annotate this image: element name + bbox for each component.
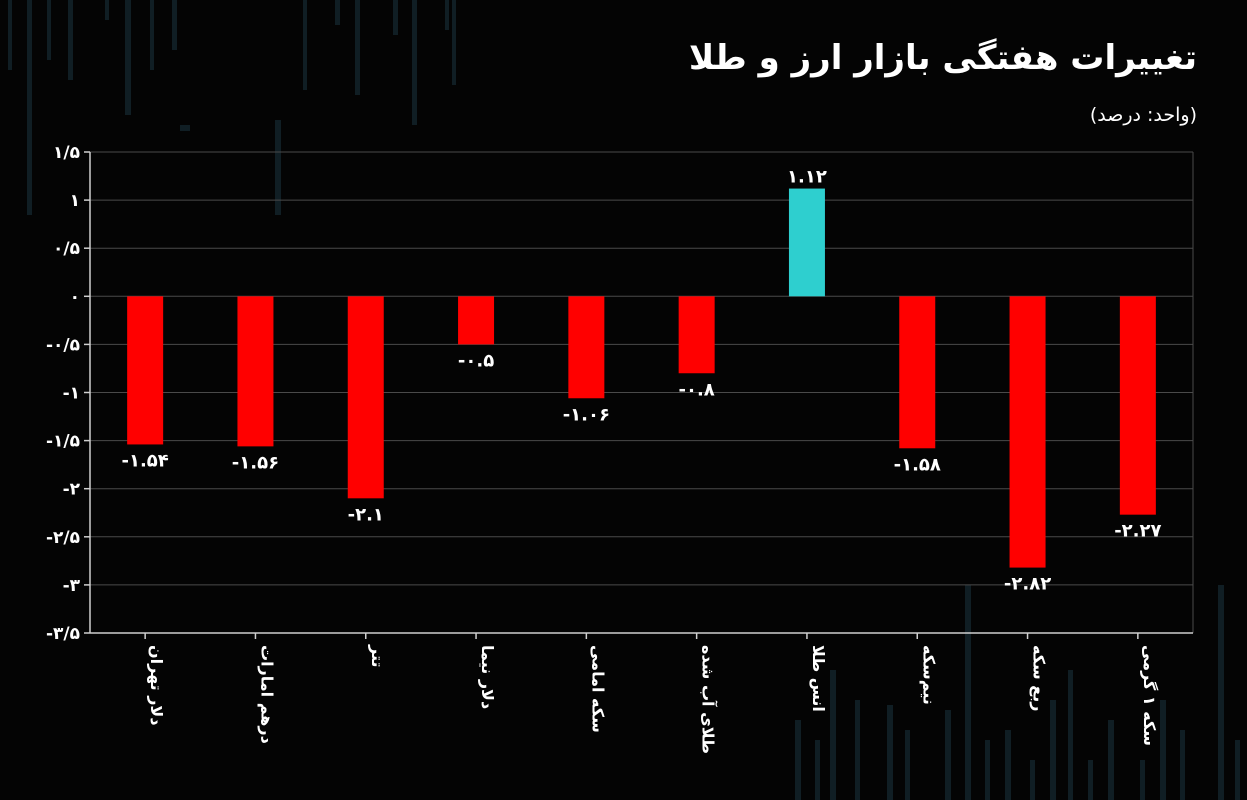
data-label: -۲.۸۲ [1004, 574, 1051, 595]
background-deco-bar [795, 720, 801, 800]
data-label: -۰.۵ [458, 350, 494, 371]
bar [347, 296, 384, 499]
background-deco-bar [815, 740, 820, 800]
y-tick-label: -۱ [63, 384, 80, 404]
bar [678, 296, 715, 374]
y-tick-label: ۰/۵ [53, 239, 80, 259]
data-label: -۱.۰۶ [563, 404, 610, 425]
category-label: تتر [368, 644, 387, 668]
background-deco-bar [303, 0, 307, 90]
background-deco-bar [905, 730, 910, 800]
data-label: -۲.۲۷ [1114, 521, 1161, 542]
background-deco-bar [125, 0, 131, 115]
background-deco-bar [1030, 760, 1035, 800]
background-deco-bar [985, 740, 990, 800]
y-tick-label: -۳/۵ [46, 624, 80, 644]
background-deco-bar [27, 0, 32, 215]
category-label: ربع سکه [1030, 645, 1049, 711]
background-deco-bar [1218, 585, 1224, 800]
bar [1009, 296, 1046, 568]
background-deco-bar [1108, 720, 1114, 800]
background-deco-bar [855, 700, 860, 800]
bar [788, 188, 825, 297]
bar [458, 296, 495, 345]
category-label: سکه ۱ گرمی [1140, 645, 1159, 746]
background-deco-bar [1068, 670, 1073, 800]
data-label: -۱.۵۴ [122, 450, 169, 471]
y-tick-label: -۲/۵ [46, 528, 80, 548]
y-tick-label: -۲ [63, 480, 81, 500]
bar [237, 296, 274, 447]
background-deco-bar [1235, 740, 1240, 800]
bar [127, 296, 164, 445]
y-tick-label: ۱/۵ [53, 143, 80, 163]
background-deco-bar [945, 710, 951, 800]
data-label: -۱.۵۶ [232, 452, 279, 473]
chart-title: تغییرات هفتگی بازار ارز و طلا [688, 38, 1197, 78]
background-deco-bar [1180, 730, 1185, 800]
background-deco-bar [452, 0, 456, 85]
category-label: دلار تهران [147, 645, 166, 726]
category-label: انس طلا [809, 645, 828, 712]
background-deco-bar [105, 0, 109, 20]
background-deco-bar [172, 0, 177, 50]
background-deco-bar [355, 0, 360, 95]
y-tick-label: ۰ [70, 287, 80, 307]
y-tick-label: -۱/۵ [46, 432, 80, 452]
background-deco-bar [275, 120, 281, 215]
background-deco-bar [47, 0, 51, 60]
background-deco-bar [965, 585, 971, 800]
y-tick-label: -۳ [63, 576, 81, 596]
background-deco-bar [412, 0, 417, 125]
y-tick-label: ۱ [70, 191, 80, 211]
bar [899, 296, 936, 449]
bar [1119, 296, 1156, 515]
data-label: ۱.۱۲ [787, 167, 827, 188]
category-label: سکه امامی [588, 645, 607, 733]
data-label: -۲.۱ [348, 504, 384, 525]
category-label: دلار نیما [478, 645, 497, 709]
category-label: درهم امارات [257, 645, 276, 744]
data-label: -۱.۵۸ [894, 454, 941, 475]
category-label: نیم‌سکه [919, 645, 938, 705]
background-deco-bar [445, 0, 449, 30]
bar [568, 296, 605, 399]
background-deco-bar [180, 125, 190, 131]
category-label: طلای آب شده [699, 645, 719, 754]
background-deco-bar [8, 0, 12, 70]
background-deco-bar [150, 0, 154, 70]
background-deco-bar [335, 0, 340, 25]
background-deco-bar [887, 705, 893, 800]
background-deco-bar [1160, 700, 1166, 800]
background-deco-bar [1005, 730, 1011, 800]
background-deco-bar [830, 670, 836, 800]
data-label: -۰.۸ [679, 379, 715, 400]
chart-unit: (واحد: درصد) [1089, 104, 1197, 126]
background-deco-bar [1140, 760, 1145, 800]
background-deco-bar [393, 0, 398, 35]
background-deco-bar [1050, 700, 1056, 800]
background-deco-bar [1088, 760, 1093, 800]
y-tick-label: -۰/۵ [46, 335, 80, 355]
background-deco-bar [68, 0, 73, 80]
